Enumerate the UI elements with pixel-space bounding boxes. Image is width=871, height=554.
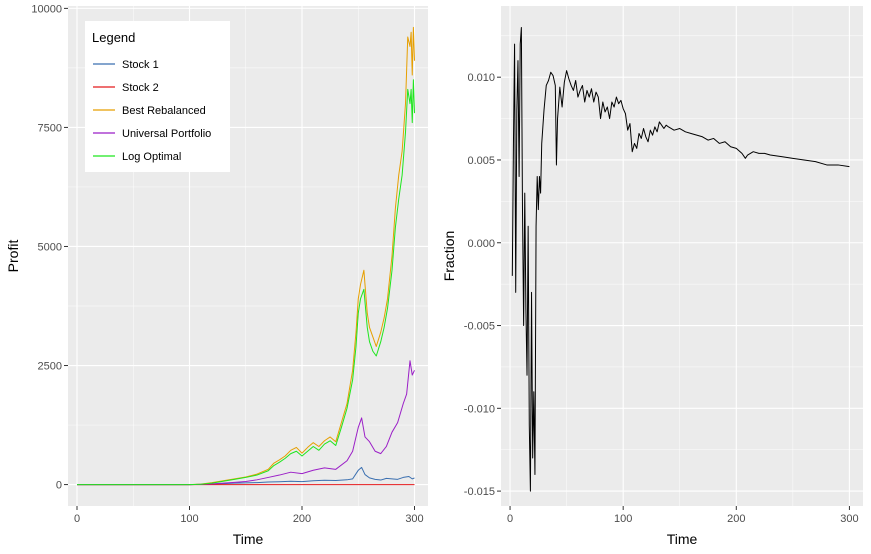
legend-label: Stock 2 bbox=[122, 82, 159, 94]
legend-label: Log Optimal bbox=[122, 151, 181, 163]
y-axis-title: Fraction bbox=[441, 231, 457, 282]
legend-label: Universal Portfolio bbox=[122, 128, 211, 140]
series-line-0 bbox=[511, 27, 850, 492]
panel-background bbox=[501, 6, 863, 506]
y-tick-label: 0.005 bbox=[467, 155, 495, 167]
x-axis-title: Time bbox=[233, 531, 264, 547]
y-tick-label: 7500 bbox=[38, 122, 62, 134]
x-axis-title: Time bbox=[667, 531, 698, 547]
series-line-log-optimal bbox=[77, 79, 415, 486]
series-line-universal-portfolio bbox=[77, 360, 415, 486]
series-line-best-rebalanced bbox=[77, 26, 415, 486]
x-tick-label: 100 bbox=[614, 513, 632, 525]
fraction-chart: 0 100 200 300 -0.015 -0.010 -0.005 0.000 0.005 0.… bbox=[441, 6, 863, 547]
legend-title: Legend bbox=[92, 30, 135, 45]
legend: Legend Stock 1 Stock 2 Best Rebalanced Unive… bbox=[85, 21, 230, 172]
profit-chart: 0 100 200 300 0 2500 5000 7500 10000 Time Profit Le… bbox=[5, 3, 428, 547]
y-tick-label: 0.010 bbox=[467, 72, 495, 84]
series-line-stock-1 bbox=[77, 466, 415, 486]
x-tick-label: 0 bbox=[507, 513, 513, 525]
legend-background bbox=[85, 21, 230, 172]
x-tick-label: 0 bbox=[74, 513, 80, 525]
y-tick-label: 0.000 bbox=[467, 238, 495, 250]
x-tick-label: 100 bbox=[180, 513, 198, 525]
y-axis-title: Profit bbox=[5, 240, 21, 273]
x-tick-label: 200 bbox=[727, 513, 745, 525]
y-tick-label: 10000 bbox=[31, 3, 62, 15]
x-tick-label: 200 bbox=[293, 513, 311, 525]
y-tick-label: -0.005 bbox=[464, 321, 495, 333]
legend-label: Best Rebalanced bbox=[122, 105, 206, 117]
y-tick-label: -0.010 bbox=[464, 403, 495, 415]
x-tick-label: 300 bbox=[405, 513, 423, 525]
y-tick-label: 2500 bbox=[38, 361, 62, 373]
legend-label: Stock 1 bbox=[122, 59, 159, 71]
y-tick-label: 5000 bbox=[38, 241, 62, 253]
y-tick-label: -0.015 bbox=[464, 486, 495, 498]
y-tick-label: 0 bbox=[56, 480, 62, 492]
x-tick-label: 300 bbox=[840, 513, 858, 525]
